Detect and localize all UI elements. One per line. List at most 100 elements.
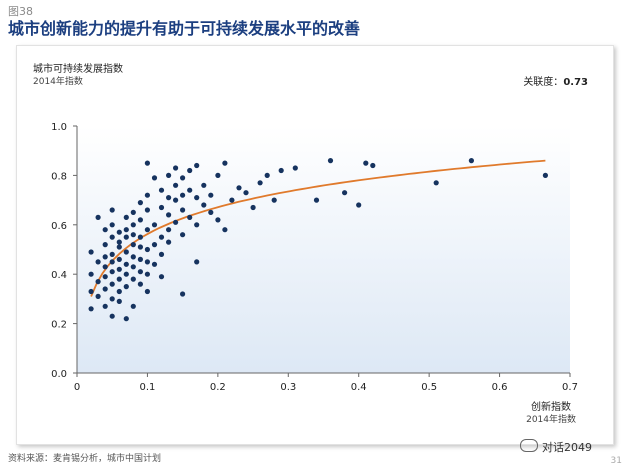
x-tick-label: 0.6	[492, 382, 508, 393]
data-point	[144, 227, 150, 233]
data-point	[130, 222, 136, 228]
watermark: 对话2049	[520, 439, 592, 455]
trend-line	[90, 159, 546, 297]
data-point	[88, 271, 94, 277]
data-point	[130, 254, 136, 260]
data-point	[151, 222, 158, 228]
data-point	[187, 167, 193, 174]
data-point	[363, 160, 369, 166]
data-point	[158, 251, 165, 257]
data-point	[102, 254, 108, 260]
data-point	[109, 207, 115, 213]
page-number: 31	[610, 456, 622, 466]
data-point	[123, 284, 129, 290]
data-point	[158, 204, 165, 211]
data-point	[95, 293, 101, 299]
data-point	[327, 158, 334, 164]
data-point	[130, 242, 136, 248]
data-point	[144, 288, 150, 295]
x-tick-label: 0.5	[421, 382, 437, 393]
data-point	[88, 306, 94, 312]
data-point	[109, 222, 115, 228]
data-point	[313, 197, 320, 203]
chart-title: 城市创新能力的提升有助于可持续发展水平的改善	[8, 19, 361, 38]
data-point	[271, 197, 277, 203]
data-point	[222, 227, 228, 233]
data-point	[166, 227, 172, 233]
data-point	[88, 288, 94, 295]
data-point	[88, 249, 94, 255]
data-point	[278, 167, 284, 174]
data-point	[158, 234, 165, 240]
data-point	[102, 264, 108, 270]
data-point	[123, 234, 129, 240]
data-point	[173, 219, 179, 225]
y-axis-label-block: 城市可持续发展指数 2014年指数	[33, 64, 123, 88]
data-point	[102, 286, 108, 292]
data-point	[151, 261, 158, 267]
y-tick-label: 0.8	[51, 171, 67, 182]
data-point	[137, 256, 143, 262]
x-axis-label-block: 创新指数 2014年指数	[526, 402, 576, 426]
data-point	[123, 261, 129, 267]
data-point	[95, 259, 101, 265]
data-point	[166, 195, 172, 201]
data-point	[116, 298, 122, 304]
data-point	[109, 281, 115, 287]
data-point	[166, 172, 172, 178]
data-point	[151, 242, 158, 248]
data-point	[137, 234, 143, 240]
data-point	[123, 271, 129, 277]
data-point	[109, 296, 115, 302]
data-point	[158, 187, 165, 193]
x-tick-label: 0	[74, 382, 80, 393]
watermark-text: 对话2049	[542, 441, 592, 454]
y-tick-label: 0.6	[51, 221, 67, 232]
data-point	[137, 217, 143, 223]
y-axis-label: 城市可持续发展指数	[33, 64, 123, 75]
y-tick-label: 0.4	[51, 270, 67, 281]
data-point	[236, 185, 242, 191]
data-point	[194, 195, 200, 201]
data-point	[116, 276, 122, 282]
data-point	[123, 316, 129, 322]
data-point	[102, 274, 108, 280]
data-point	[173, 197, 179, 203]
data-point	[116, 288, 122, 295]
data-point	[116, 229, 122, 235]
data-point	[187, 214, 193, 220]
x-tick-label: 0.3	[280, 382, 296, 393]
data-point	[194, 259, 200, 265]
correlation-text: 关联度：	[523, 77, 564, 88]
data-point	[144, 271, 150, 277]
data-point	[356, 202, 362, 208]
data-point	[342, 190, 348, 196]
data-point	[137, 244, 143, 250]
data-point	[144, 160, 150, 166]
data-point	[222, 160, 228, 166]
data-point	[194, 222, 200, 228]
data-point	[130, 232, 136, 238]
data-point	[116, 239, 122, 245]
data-point	[109, 259, 115, 265]
data-point	[229, 197, 235, 203]
data-point	[130, 303, 136, 309]
data-point	[215, 172, 221, 178]
data-point	[208, 209, 214, 215]
data-point	[264, 172, 270, 178]
data-point	[194, 162, 200, 169]
x-tick-label: 0.2	[210, 382, 226, 393]
data-point	[151, 175, 158, 181]
y-axis-sublabel: 2014年指数	[33, 77, 83, 87]
y-tick-label: 0.0	[51, 369, 67, 380]
data-point	[123, 227, 129, 233]
wechat-icon	[520, 439, 538, 452]
data-point	[173, 165, 179, 171]
data-point	[123, 214, 129, 220]
data-point	[102, 303, 108, 309]
data-point	[95, 279, 101, 285]
data-point	[123, 249, 129, 255]
data-point	[292, 165, 298, 171]
data-point	[166, 239, 172, 245]
data-point	[130, 209, 136, 215]
